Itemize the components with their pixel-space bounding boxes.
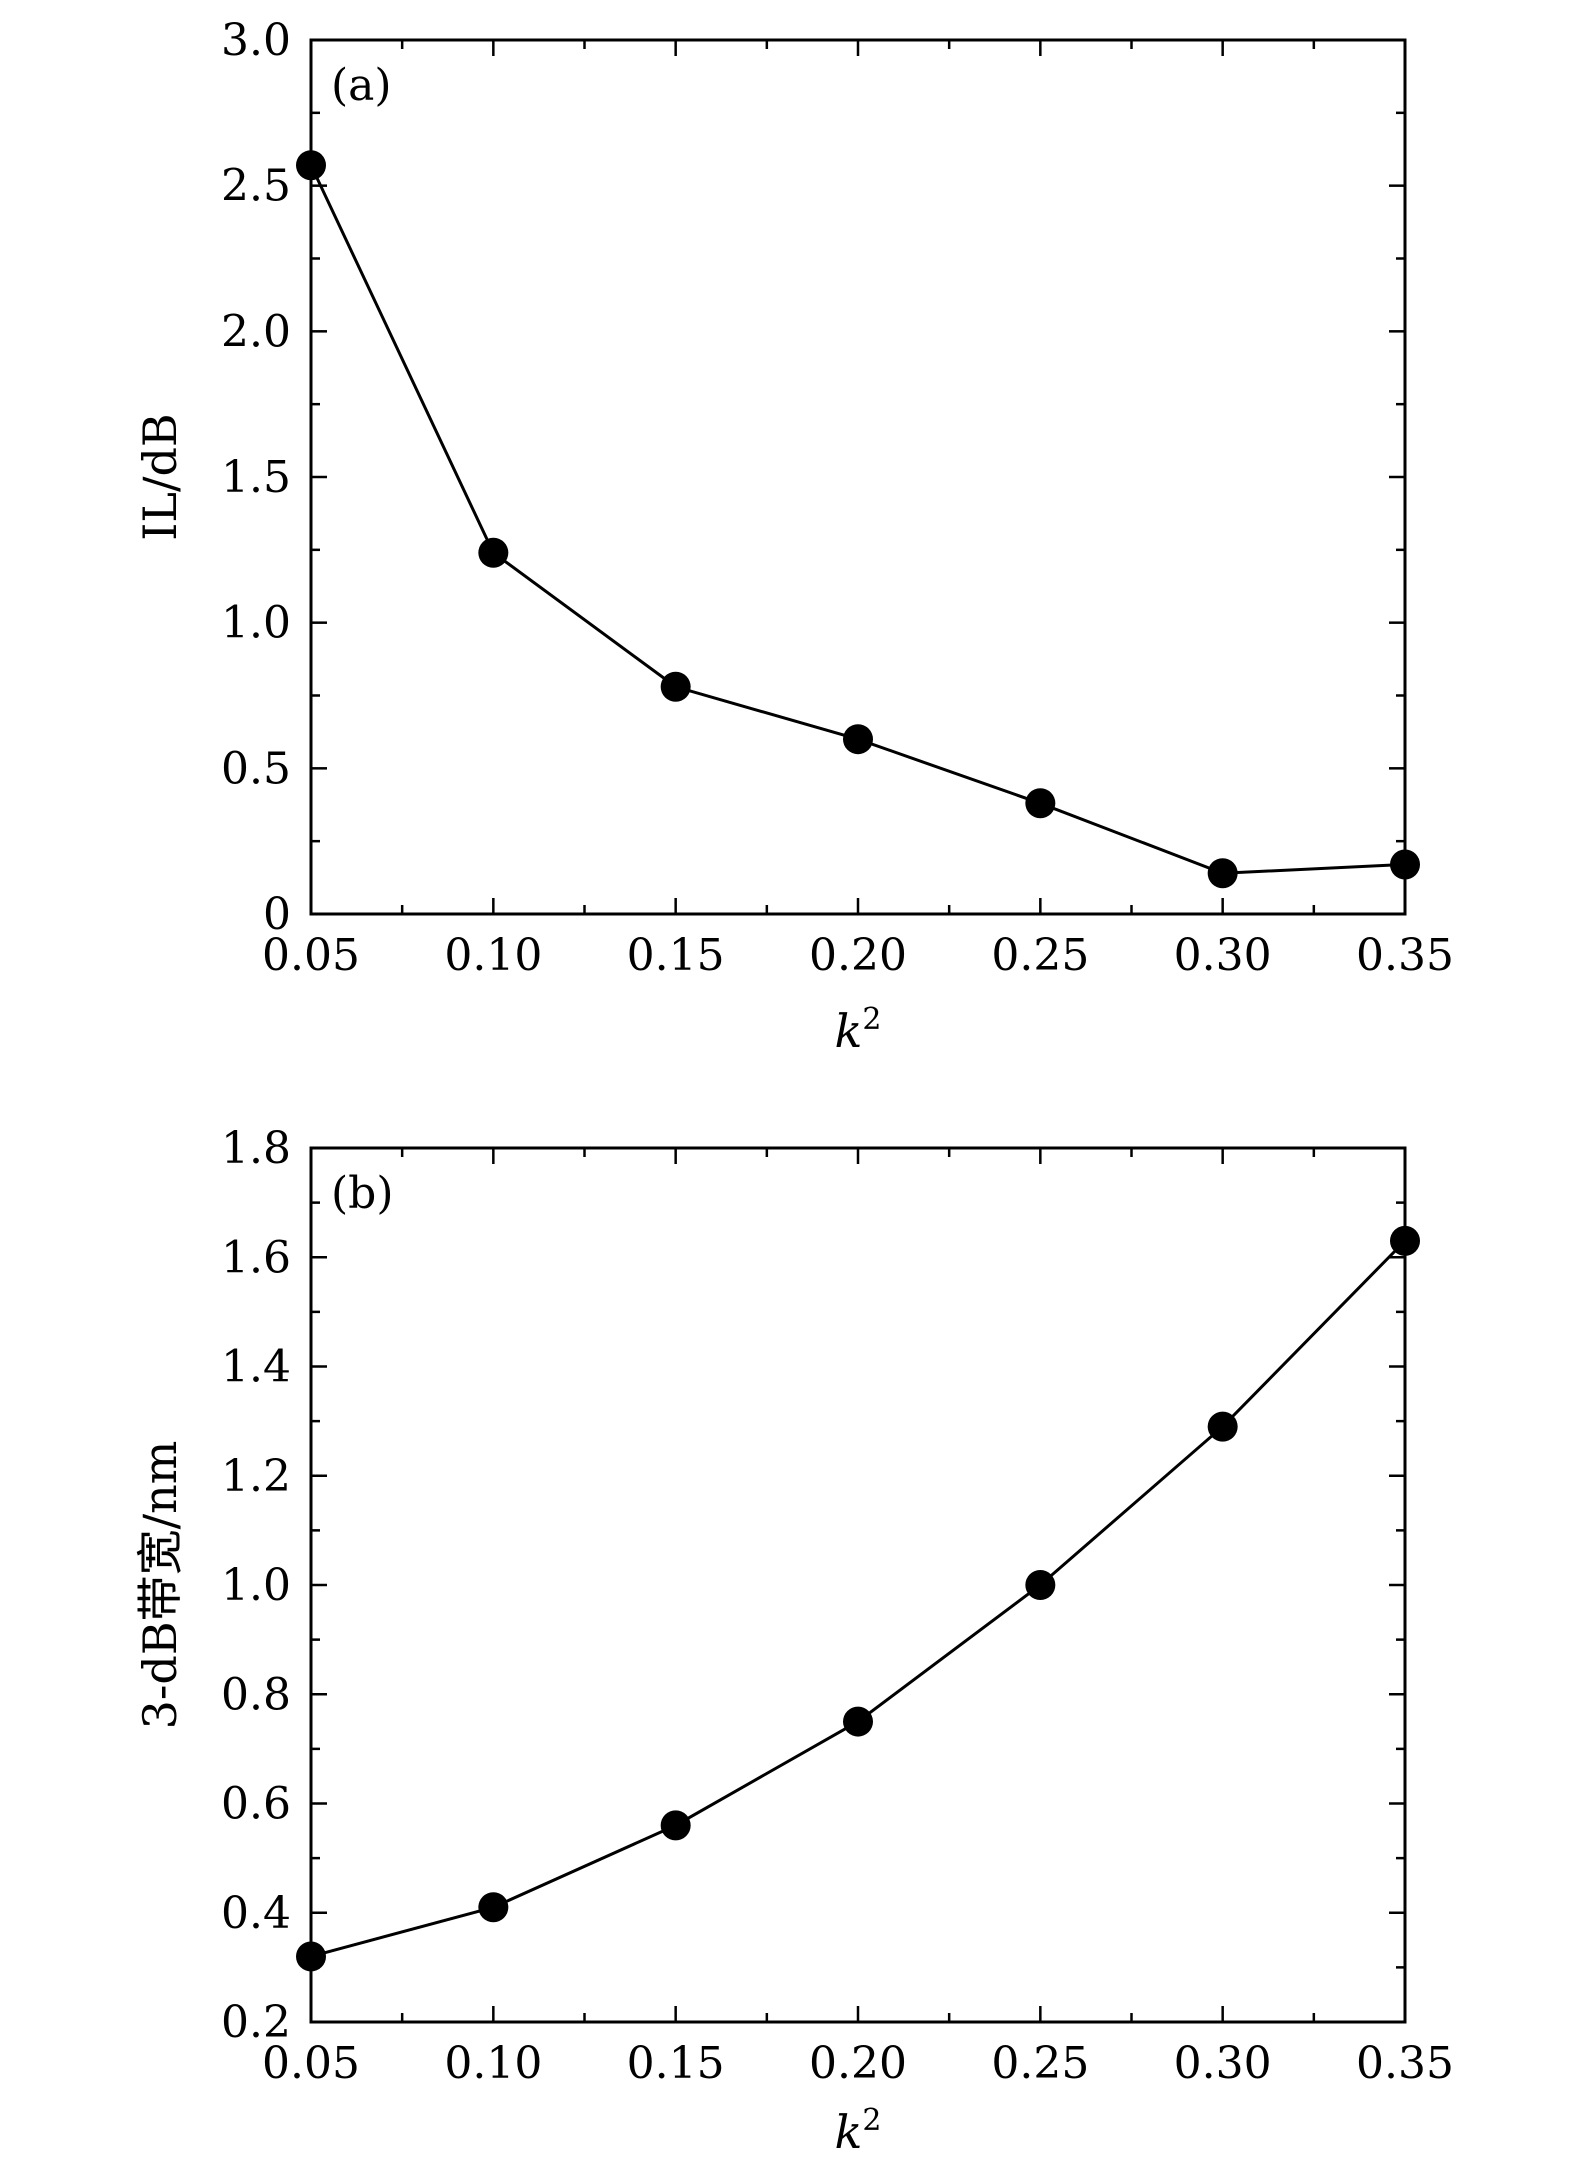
x-tick-label-b: 0.30 <box>1174 2038 1272 2089</box>
y-tick-label-b: 1.4 <box>221 1342 291 1393</box>
x-axis-title-a: k2 <box>835 1002 882 1058</box>
plot-frame-a <box>309 38 1407 916</box>
x-tick-label-a: 0.20 <box>809 930 907 981</box>
chart-panel-b: 0.05 0.10 0.15 0.20 0.25 0.30 0.35 0.2 0.4 0.6 0.8… <box>133 1123 1454 2159</box>
x-tick-label-b: 0.05 <box>262 2038 360 2089</box>
y-tick-label-a: 1.0 <box>221 598 291 649</box>
y-tick-label-b: 0.6 <box>221 1779 291 1830</box>
data-point-a <box>1025 788 1056 819</box>
data-point-a <box>843 724 873 755</box>
series-line-a <box>309 164 1406 875</box>
x-tick-label-a: 0.35 <box>1356 930 1454 981</box>
panel-label-a: (a) <box>331 60 392 111</box>
data-point-b <box>478 1892 509 1923</box>
panel-label-b: (b) <box>331 1168 394 1219</box>
data-point-a <box>296 150 326 181</box>
x-tick-label-b: 0.15 <box>627 2038 725 2089</box>
y-tick-label-b: 1.0 <box>221 1560 291 1611</box>
data-point-b <box>660 1810 691 1841</box>
y-axis-title-a: IL/dB <box>133 413 187 540</box>
y-tick-label-a: 0 <box>263 889 291 940</box>
x-tick-label-a: 0.15 <box>627 930 725 981</box>
y-tick-label-a: 1.5 <box>221 452 291 503</box>
y-tick-label-b: 0.8 <box>221 1669 291 1720</box>
series-b <box>296 1225 1420 1972</box>
y-tick-label-a: 2.0 <box>221 306 291 357</box>
chart-panel-a: 0.05 0.10 0.15 0.20 0.25 0.30 0.35 0 0.5 1.0 1.5 2.… <box>133 15 1454 1058</box>
plot-frame-b <box>309 1146 1407 2024</box>
data-point-b <box>843 1706 873 1737</box>
axis-ticks-a <box>309 38 1407 916</box>
tick-labels-b: 0.05 0.10 0.15 0.20 0.25 0.30 0.35 0.2 0.4 0.6 0.8… <box>221 1123 1454 2089</box>
x-tick-label-a: 0.10 <box>444 930 542 981</box>
y-tick-label-b: 1.2 <box>221 1451 291 1502</box>
y-tick-label-a: 2.5 <box>221 161 291 212</box>
x-tick-label-a: 0.25 <box>991 930 1089 981</box>
y-tick-label-b: 0.4 <box>221 1888 291 1939</box>
y-tick-label-a: 3.0 <box>221 15 291 66</box>
data-point-b <box>1207 1411 1238 1442</box>
x-axis-title-a-sup: 2 <box>862 1002 881 1037</box>
x-tick-label-b: 0.20 <box>809 2038 907 2089</box>
y-tick-label-a: 0.5 <box>221 743 291 794</box>
data-point-a <box>478 537 509 568</box>
x-axis-title-b: k2 <box>835 2103 882 2156</box>
x-tick-label-b: 0.35 <box>1356 2038 1454 2089</box>
data-point-a <box>1207 858 1238 889</box>
series-a <box>296 150 1420 889</box>
y-axis-title-b: 3-dB带宽/nm <box>133 1441 187 1730</box>
y-tick-label-b: 1.8 <box>221 1123 291 1174</box>
x-axis-title-a-var: k <box>835 1004 863 1058</box>
y-tick-label-b: 1.6 <box>221 1232 291 1283</box>
x-tick-label-b: 0.10 <box>444 2038 542 2089</box>
x-tick-label-b: 0.25 <box>991 2038 1089 2089</box>
x-tick-label-a: 0.30 <box>1174 930 1272 981</box>
data-point-b <box>1390 1225 1420 1256</box>
x-tick-label-a: 0.05 <box>262 930 360 981</box>
series-line-b <box>310 1239 1407 1958</box>
data-point-a <box>1390 849 1420 880</box>
axis-ticks-b <box>309 1146 1407 2024</box>
data-point-b <box>1025 1570 1056 1600</box>
x-axis-title-b-var: k <box>835 2105 863 2156</box>
tick-labels-a: 0.05 0.10 0.15 0.20 0.25 0.30 0.35 0 0.5 1.0 1.5 2.… <box>221 15 1454 981</box>
y-tick-label-b: 0.2 <box>221 1997 291 2048</box>
data-point-b <box>296 1941 326 1972</box>
data-point-a <box>660 671 691 702</box>
x-axis-title-b-sup: 2 <box>862 2103 881 2138</box>
